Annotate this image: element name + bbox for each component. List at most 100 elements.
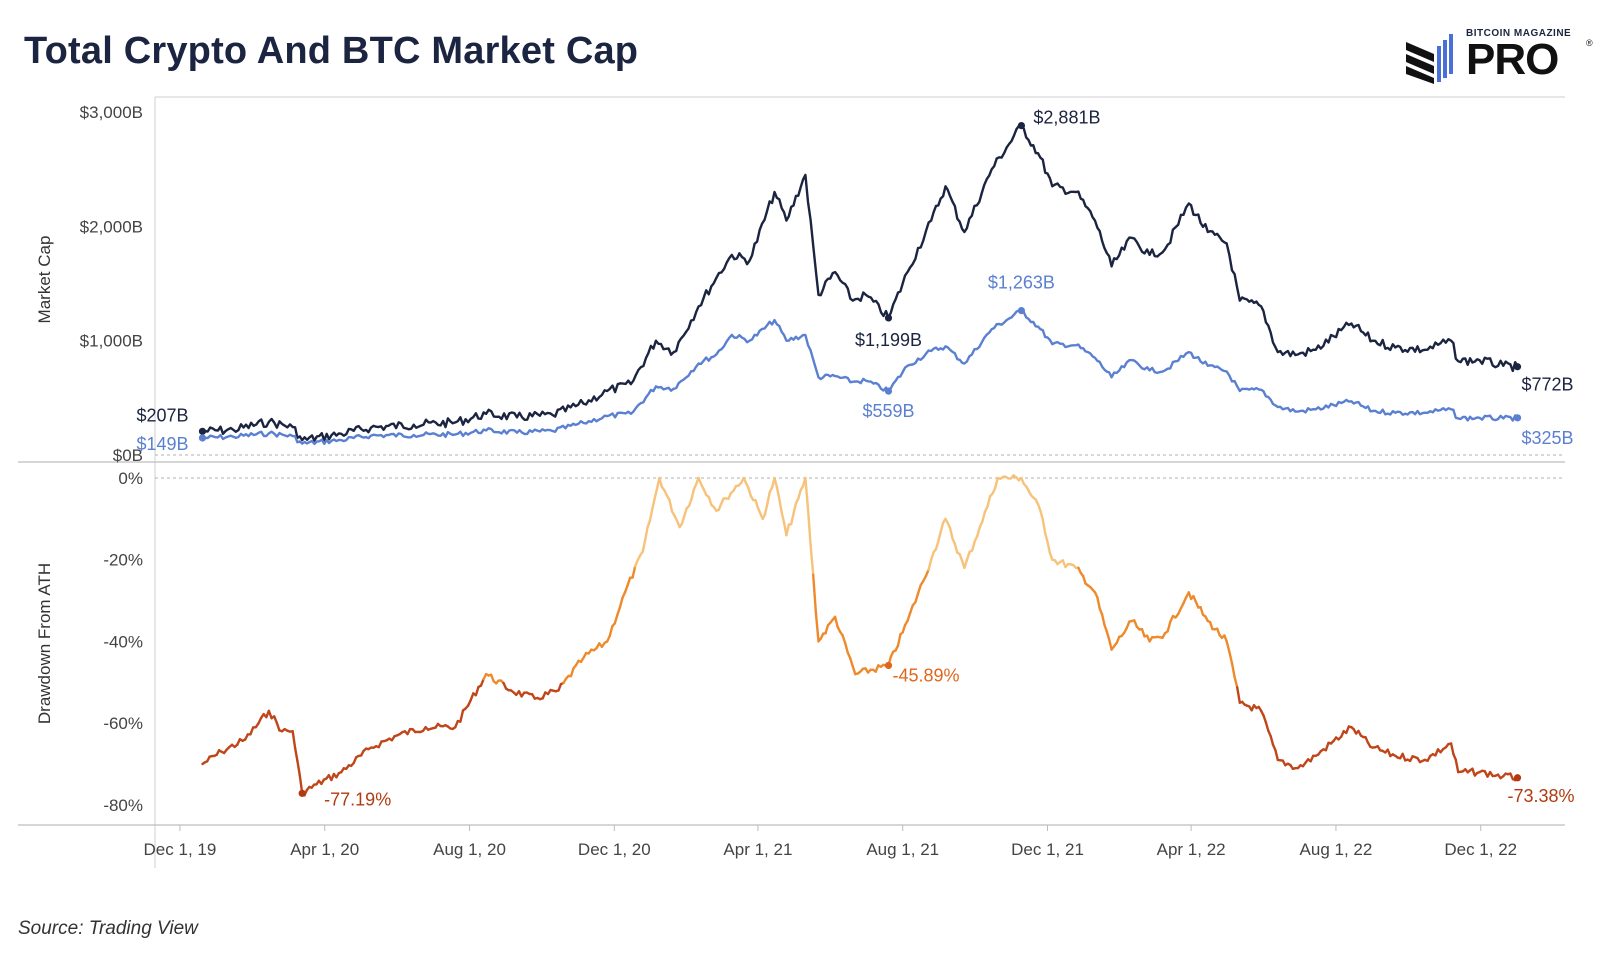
y-tick-label-top: $2,000B <box>80 217 143 236</box>
x-tick-label: Apr 1, 20 <box>290 840 359 859</box>
drawdown-line-segment <box>1043 532 1049 544</box>
logo-small-text: BITCOIN MAGAZINE <box>1466 28 1572 39</box>
drawdown-line-segment <box>773 476 779 489</box>
drawdown-line-segment <box>778 497 783 514</box>
drawdown-line-segment <box>1166 620 1172 633</box>
annotation-label-total: $772B <box>1522 375 1574 395</box>
drawdown-line-segment <box>613 613 619 625</box>
drawdown-line-segment <box>1449 742 1455 756</box>
drawdown-line-segment <box>824 624 830 635</box>
annotation-label-drawdown: -45.89% <box>892 665 959 685</box>
brand-logo: BITCOIN MAGAZINE PRO ® <box>1404 24 1594 84</box>
drawdown-line-segment <box>267 709 273 720</box>
drawdown-line-segment <box>965 550 971 561</box>
drawdown-line-segment <box>814 610 820 643</box>
x-tick-label: Apr 1, 22 <box>1157 840 1226 859</box>
drawdown-line-segment <box>797 488 802 500</box>
drawdown-line-segment <box>680 514 686 525</box>
drawdown-line-segment <box>916 583 922 595</box>
drawdown-line-segment <box>747 486 752 498</box>
x-tick-label: Aug 1, 21 <box>866 840 939 859</box>
drawdown-line-segment <box>569 667 575 678</box>
logo-big-text: PRO <box>1466 35 1559 84</box>
drawdown-line-segment <box>641 538 647 553</box>
drawdown-line-segment <box>851 665 857 676</box>
drawdown-line-segment <box>1264 721 1270 732</box>
drawdown-line-segment <box>296 759 301 777</box>
drawdown-line-segment <box>1096 596 1101 610</box>
drawdown-line-segment <box>1454 758 1460 774</box>
x-tick-label: Aug 1, 20 <box>433 840 506 859</box>
drawdown-line-segment <box>1107 638 1113 651</box>
drawdown-line-segment <box>668 498 674 513</box>
drawdown-line-segment <box>1235 686 1242 704</box>
logo-mark-icon <box>1406 34 1453 84</box>
drawdown-line-segment <box>806 507 812 547</box>
drawdown-line-segment <box>474 685 480 697</box>
drawdown-line-segment <box>792 502 798 515</box>
drawdown-line-segment <box>1041 518 1047 535</box>
source-note: Source: Trading View <box>18 918 198 939</box>
drawdown-line-segment <box>971 540 976 552</box>
annotation-label-btc: $325B <box>1522 428 1574 448</box>
drawdown-line-segment <box>1105 630 1111 641</box>
annotation-label-btc: $149B <box>136 434 188 454</box>
y-axis-title-top: Market Cap <box>35 236 54 324</box>
annotation-point-total <box>198 427 207 435</box>
drawdown-line-segment <box>804 476 810 510</box>
drawdown-line-segment <box>1230 662 1236 679</box>
drawdown-line-segment <box>1048 551 1054 561</box>
x-tick-label: Dec 1, 21 <box>1011 840 1084 859</box>
annotation-point-drawdown <box>1513 774 1522 782</box>
drawdown-line-segment <box>608 625 614 638</box>
annotation-label-btc: $1,263B <box>988 273 1055 293</box>
drawdown-line-segment <box>812 573 817 613</box>
drawdown-line-segment <box>1228 650 1234 665</box>
drawdown-line-segment <box>993 476 999 490</box>
drawdown-line-segment <box>934 540 940 551</box>
drawdown-line-segment <box>690 488 695 501</box>
drawdown-line-segment <box>618 596 624 609</box>
drawdown-line-segment <box>707 495 713 506</box>
drawdown-line-segment <box>949 527 954 540</box>
y-tick-label-bottom: -80% <box>103 796 143 815</box>
drawdown-line-segment <box>841 634 847 645</box>
annotation-point-drawdown <box>884 661 893 670</box>
drawdown-line-segment <box>1208 620 1214 631</box>
drawdown-line-segment <box>1100 613 1106 627</box>
drawdown-line-segment <box>644 526 649 541</box>
chart-canvas: $0B $1,000B $2,000B $3,000B 0% -20% -40% -60% -8… <box>18 96 1575 868</box>
drawdown-line-segment <box>790 512 795 526</box>
drawdown-line-segment <box>1262 714 1268 724</box>
y-tick-label-bottom: 0% <box>118 469 143 488</box>
drawdown-line-segment <box>963 558 969 570</box>
drawdown-line-segment <box>986 495 992 508</box>
x-tick-label: Aug 1, 22 <box>1300 840 1373 859</box>
series-line-btc <box>202 309 1519 446</box>
drawdown-line-segment <box>930 550 935 561</box>
drawdown-line-segment <box>833 615 839 628</box>
drawdown-line-segment <box>906 611 912 623</box>
logo-registered-mark: ® <box>1586 38 1593 48</box>
drawdown-line-segment <box>939 521 945 534</box>
series-line-total <box>202 124 1519 442</box>
y-axis-title-bottom: Drawdown From ATH <box>35 563 54 724</box>
annotation-point-total <box>1017 122 1026 130</box>
drawdown-line-segment <box>766 490 771 505</box>
y-tick-label-top: $3,000B <box>80 103 143 122</box>
drawdown-line-segment <box>653 487 659 500</box>
annotation-label-total: $1,199B <box>855 330 922 350</box>
drawdown-line-segment <box>901 623 907 634</box>
drawdown-line-segment <box>1324 741 1330 752</box>
annotation-point-btc <box>198 434 207 442</box>
drawdown-line-segment <box>849 656 854 668</box>
annotation-label-total: $2,881B <box>1033 108 1100 128</box>
drawdown-line-segment <box>249 726 255 736</box>
drawdown-line-segment <box>616 606 622 617</box>
drawdown-line-segment <box>937 530 942 543</box>
drawdown-line-segment <box>1269 735 1275 746</box>
drawdown-line-segment <box>626 576 632 587</box>
drawdown-line-segment <box>648 507 654 522</box>
drawdown-line-segment <box>1225 640 1231 654</box>
annotation-label-drawdown: -73.38% <box>1508 786 1575 806</box>
